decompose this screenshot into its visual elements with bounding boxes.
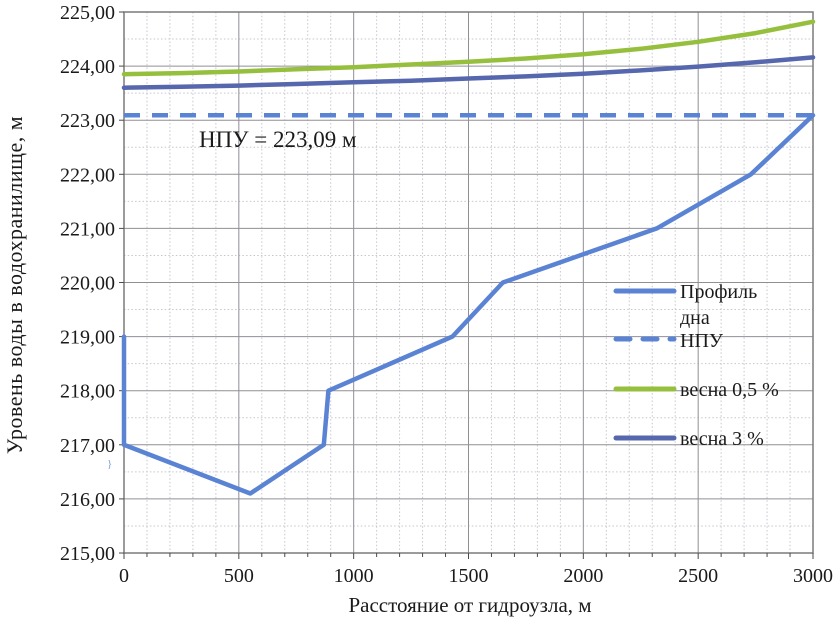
y-axis-title: Уровень воды в водохранилище, м [2, 116, 27, 454]
y-tick-label: 220,00 [60, 273, 115, 295]
spring-3pct-line [121, 55, 816, 90]
legend-label-spring-05pct: весна 0,5 % [680, 379, 779, 401]
x-tick-label: 500 [224, 565, 254, 587]
y-tick-label: 222,00 [60, 164, 115, 186]
y-tick-label: 215,00 [60, 543, 115, 565]
x-tick-label: 2000 [563, 565, 603, 587]
legend-label-npu: НПУ [680, 330, 724, 352]
y-tick-label: 219,00 [60, 327, 115, 349]
x-tick-label: 0 [119, 565, 129, 587]
axis-tick-marks [119, 11, 814, 559]
x-tick-label: 1000 [334, 565, 374, 587]
spring-05pct-line [121, 19, 816, 77]
npu-annotation: НПУ = 223,09 м [199, 127, 357, 152]
x-axis-tick-labels: 0 500 1000 1500 2000 2500 3000 [119, 565, 833, 587]
y-tick-label: 217,00 [60, 435, 115, 457]
legend-label-bottom-profile-line2: дна [680, 307, 710, 329]
x-tick-label: 2500 [678, 565, 718, 587]
x-tick-label: 3000 [793, 565, 833, 587]
legend: Профиль дна НПУ весна 0,5 % весна 3 % [613, 281, 779, 450]
y-tick-label: 224,00 [60, 56, 115, 78]
legend-label-bottom-profile: Профиль [680, 281, 757, 303]
y-tick-label: 221,00 [60, 218, 115, 240]
y-tick-label: 225,00 [60, 2, 115, 24]
stray-mark: } [107, 458, 112, 470]
legend-label-spring-3pct: весна 3 % [680, 428, 764, 450]
series-group [121, 19, 816, 496]
x-axis-title: Расстояние от гидроузла, м [348, 593, 591, 617]
x-tick-label: 1500 [449, 565, 489, 587]
y-tick-label: 223,00 [60, 110, 115, 132]
y-tick-label: 218,00 [60, 381, 115, 403]
y-tick-label: 216,00 [60, 489, 115, 511]
major-gridlines [124, 12, 813, 553]
y-axis-tick-labels: 225,00 224,00 223,00 222,00 221,00 220,0… [60, 2, 115, 565]
bottom-profile-line [121, 113, 816, 496]
